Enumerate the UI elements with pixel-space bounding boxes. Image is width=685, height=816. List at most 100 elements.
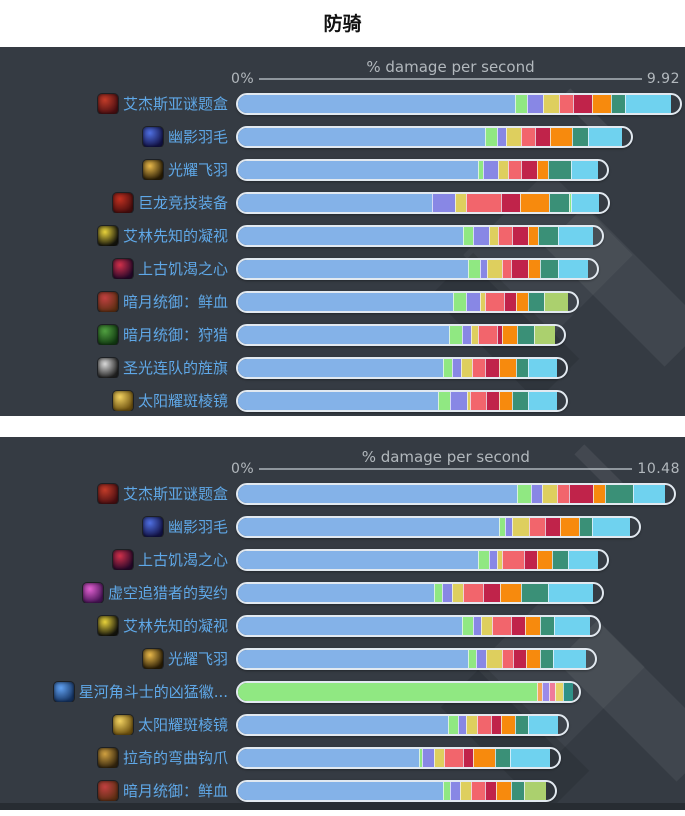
item-label-link[interactable]: 暗月统御：鲜血 [0, 291, 228, 312]
bar-segment-salmon [498, 226, 513, 245]
bar-segment-yellow [460, 781, 471, 800]
bar-segment-green [449, 325, 462, 344]
bar-segment-teal [516, 325, 534, 344]
bar-segment-purple [461, 325, 471, 344]
stacked-bar[interactable] [236, 515, 642, 538]
stacked-bar[interactable] [236, 323, 566, 346]
chart-row: 虚空追猎者的契约 [0, 576, 685, 609]
item-label-link[interactable]: 艾林先知的凝视 [0, 615, 228, 636]
darkmoon-hunt-icon [97, 324, 118, 345]
stacked-bar[interactable] [236, 158, 609, 181]
bar-segment-teal [571, 127, 588, 146]
bar-segment-green [569, 193, 572, 212]
bar-area [236, 356, 681, 379]
bar-segment-salmon [521, 127, 536, 146]
stacked-bar[interactable] [236, 548, 610, 571]
item-label-link[interactable]: 虚空追猎者的契约 [0, 582, 228, 603]
bar-segment-yellow [488, 226, 499, 245]
bar-segment-teal [540, 616, 555, 635]
axis-min-label: 0% [231, 71, 255, 87]
item-label-link[interactable]: 艾杰斯亚谜题盒 [0, 93, 228, 114]
bar-segment-green [434, 583, 443, 602]
puzzle-box-icon [97, 483, 118, 504]
item-label-link[interactable]: 幽影羽毛 [0, 126, 228, 147]
stacked-bar[interactable] [236, 779, 557, 802]
stacked-bar[interactable] [236, 482, 677, 505]
stacked-bar[interactable] [236, 680, 582, 703]
item-label-text: 暗月统御：鲜血 [122, 782, 228, 800]
bar-area [236, 125, 681, 148]
item-label-link[interactable]: 暗月统御：狩猎 [0, 324, 228, 345]
bar-segment-yellow [454, 193, 466, 212]
item-label-link[interactable]: 巨龙竞技装备 [0, 192, 228, 213]
chart-row: 幽影羽毛 [0, 120, 685, 153]
item-label-text: 艾杰斯亚谜题盒 [122, 95, 228, 113]
bar-segment-teal [537, 226, 558, 245]
bar-segment-green [516, 484, 531, 503]
bar-segment-orange [537, 160, 549, 179]
stacked-bar[interactable] [236, 581, 605, 604]
chart-row: 艾林先知的凝视 [0, 609, 685, 642]
bar-segment-blue [238, 550, 478, 569]
bar-segment-blue [238, 127, 485, 146]
stacked-bar[interactable] [236, 746, 561, 769]
item-label-link[interactable]: 太阳耀斑棱镜 [0, 390, 228, 411]
stacked-bar[interactable] [236, 290, 580, 313]
stacked-bar[interactable] [236, 125, 633, 148]
stacked-bar[interactable] [236, 257, 599, 280]
bar-segment-teal [610, 94, 625, 113]
bar-segment-blue [238, 259, 468, 278]
bar-segment-purple [457, 715, 466, 734]
item-label-link[interactable]: 上古饥渴之心 [0, 549, 228, 570]
stacked-bar[interactable] [236, 191, 611, 214]
bar-segment-green [477, 550, 490, 569]
item-label-link[interactable]: 暗月统御：鲜血 [0, 780, 228, 801]
stacked-bar[interactable] [236, 356, 568, 379]
gladiator-badge-icon [53, 681, 74, 702]
bar-segment-crimson [463, 748, 474, 767]
bar-segment-purple [472, 616, 481, 635]
item-label-link[interactable]: 上古饥渴之心 [0, 258, 228, 279]
radiant-feather-icon [142, 159, 163, 180]
hunger-heart-icon [112, 549, 133, 570]
bar-segment-green [467, 259, 480, 278]
bar-segment-purple [527, 94, 544, 113]
bar-segment-purple [476, 649, 487, 668]
axis-header: 0% % damage per second 9.92 [231, 55, 680, 87]
item-label-link[interactable]: 艾林先知的凝视 [0, 225, 228, 246]
item-label-link[interactable]: 星河角斗士的凶猛徽... [0, 681, 228, 702]
bar-segment-crimson [485, 358, 500, 377]
bar-segment-blue [238, 517, 499, 536]
bar-segment-yellow [466, 391, 470, 410]
radiant-feather-icon [142, 648, 163, 669]
stacked-bar[interactable] [236, 647, 597, 670]
chart-row: 圣光连队的旌旗 [0, 351, 685, 384]
bar-segment-yellow [465, 715, 477, 734]
bar-segment-green [419, 748, 423, 767]
item-label-link[interactable]: 光耀飞羽 [0, 648, 228, 669]
bar-segment-orange [525, 649, 540, 668]
stacked-bar[interactable] [236, 389, 569, 412]
bar-segment-blue [238, 358, 443, 377]
item-label-link[interactable]: 艾杰斯亚谜题盒 [0, 483, 228, 504]
bar-segment-orange [501, 325, 517, 344]
stacked-bar[interactable] [236, 614, 601, 637]
stacked-bar[interactable] [236, 224, 605, 247]
bar-segment-teal [510, 781, 524, 800]
bar-segment-green [438, 391, 450, 410]
bar-segment-purple [530, 484, 542, 503]
bar-segment-green [515, 94, 528, 113]
item-label-link[interactable]: 太阳耀斑棱镜 [0, 714, 228, 735]
item-label-link[interactable]: 幽影羽毛 [0, 516, 228, 537]
bar-segment-purple [422, 748, 435, 767]
item-label-link[interactable]: 圣光连队的旌旗 [0, 357, 228, 378]
item-label-link[interactable]: 光耀飞羽 [0, 159, 228, 180]
void-pact-icon [82, 582, 103, 603]
item-label-link[interactable]: 拉奇的弯曲钩爪 [0, 747, 228, 768]
bar-segment-salmon [507, 160, 521, 179]
stacked-bar[interactable] [236, 92, 683, 115]
bar-segment-teal [521, 583, 549, 602]
bar-segment-ltorange [536, 682, 542, 701]
item-label-text: 光耀飞羽 [167, 161, 228, 179]
stacked-bar[interactable] [236, 713, 570, 736]
